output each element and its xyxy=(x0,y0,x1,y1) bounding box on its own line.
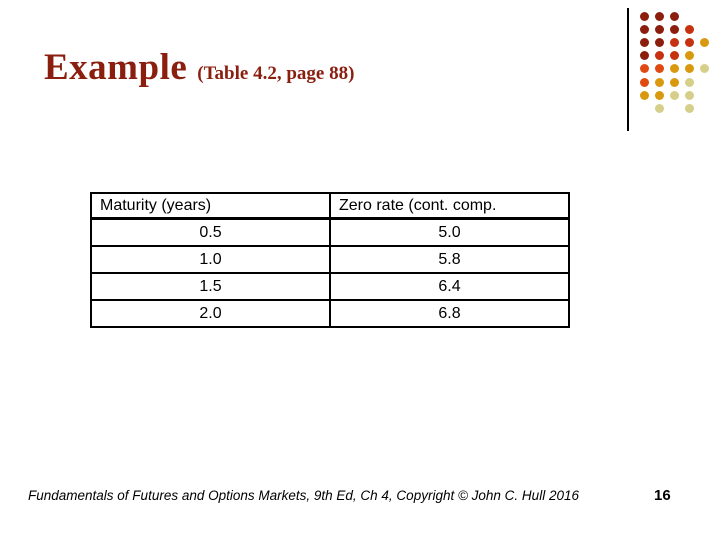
decorative-dot xyxy=(669,64,679,74)
decorative-dot xyxy=(639,90,649,100)
decorative-dot xyxy=(654,11,664,21)
decorative-dot xyxy=(654,90,664,100)
table-cell-zero_rate: 6.4 xyxy=(329,272,570,301)
table-header: Maturity (years) Zero rate (cont. comp. xyxy=(90,192,570,220)
page-subtitle: (Table 4.2, page 88) xyxy=(197,63,355,84)
table-cell-zero_rate: 5.8 xyxy=(329,245,570,274)
decorative-dot xyxy=(654,77,664,87)
decorative-dot xyxy=(669,11,679,21)
decorative-dot xyxy=(639,64,649,74)
table-body: 0.5 5.0 1.0 5.8 1.5 6.4 2.0 6.8 xyxy=(90,217,570,328)
table-cell-maturity: 1.0 xyxy=(90,245,331,274)
table-header-row: Maturity (years) Zero rate (cont. comp. xyxy=(90,192,570,220)
table-cell-maturity: 0.5 xyxy=(90,217,331,247)
table-cell-maturity: 1.5 xyxy=(90,272,331,301)
decorative-dot xyxy=(639,11,649,21)
table-cell-maturity: 2.0 xyxy=(90,299,331,328)
decorative-dot xyxy=(654,103,664,113)
decorative-dot xyxy=(669,24,679,34)
decorative-dot xyxy=(684,90,694,100)
decorative-dot xyxy=(699,37,709,47)
table-cell-zero_rate: 6.8 xyxy=(329,299,570,328)
decorative-dot xyxy=(669,51,679,61)
decorative-dot xyxy=(654,51,664,61)
vertical-divider-line xyxy=(627,8,629,131)
column-header-zero-rate: Zero rate (cont. comp. xyxy=(329,192,570,220)
page-number: 16 xyxy=(654,487,671,504)
decorative-dot xyxy=(684,77,694,87)
page-title: Example xyxy=(44,47,188,88)
zero-rates-table: Maturity (years) Zero rate (cont. comp. … xyxy=(90,192,570,328)
decorative-dot xyxy=(654,37,664,47)
decorative-dot xyxy=(684,64,694,74)
decorative-dot xyxy=(639,24,649,34)
table-row: 1.0 5.8 xyxy=(90,245,570,274)
column-header-maturity: Maturity (years) xyxy=(90,192,331,220)
decorative-dot xyxy=(654,24,664,34)
table-row: 0.5 5.0 xyxy=(90,217,570,247)
decorative-dot xyxy=(669,37,679,47)
footer: Fundamentals of Futures and Options Mark… xyxy=(28,488,618,503)
decorative-dot xyxy=(684,37,694,47)
decorative-dot xyxy=(684,103,694,113)
decorative-dot xyxy=(639,77,649,87)
decorative-dot xyxy=(639,37,649,47)
decorative-dot xyxy=(699,64,709,74)
table-row: 1.5 6.4 xyxy=(90,272,570,301)
footer-citation: Fundamentals of Futures and Options Mark… xyxy=(28,488,579,503)
decorative-dot xyxy=(669,77,679,87)
decorative-dot xyxy=(654,64,664,74)
table-row: 2.0 6.8 xyxy=(90,299,570,328)
table-cell-zero_rate: 5.0 xyxy=(329,217,570,247)
slide-title-row: Example (Table 4.2, page 88) xyxy=(44,46,354,89)
decorative-dot xyxy=(684,24,694,34)
decorative-dot xyxy=(639,51,649,61)
decorative-dot xyxy=(669,90,679,100)
decorative-dot xyxy=(684,51,694,61)
